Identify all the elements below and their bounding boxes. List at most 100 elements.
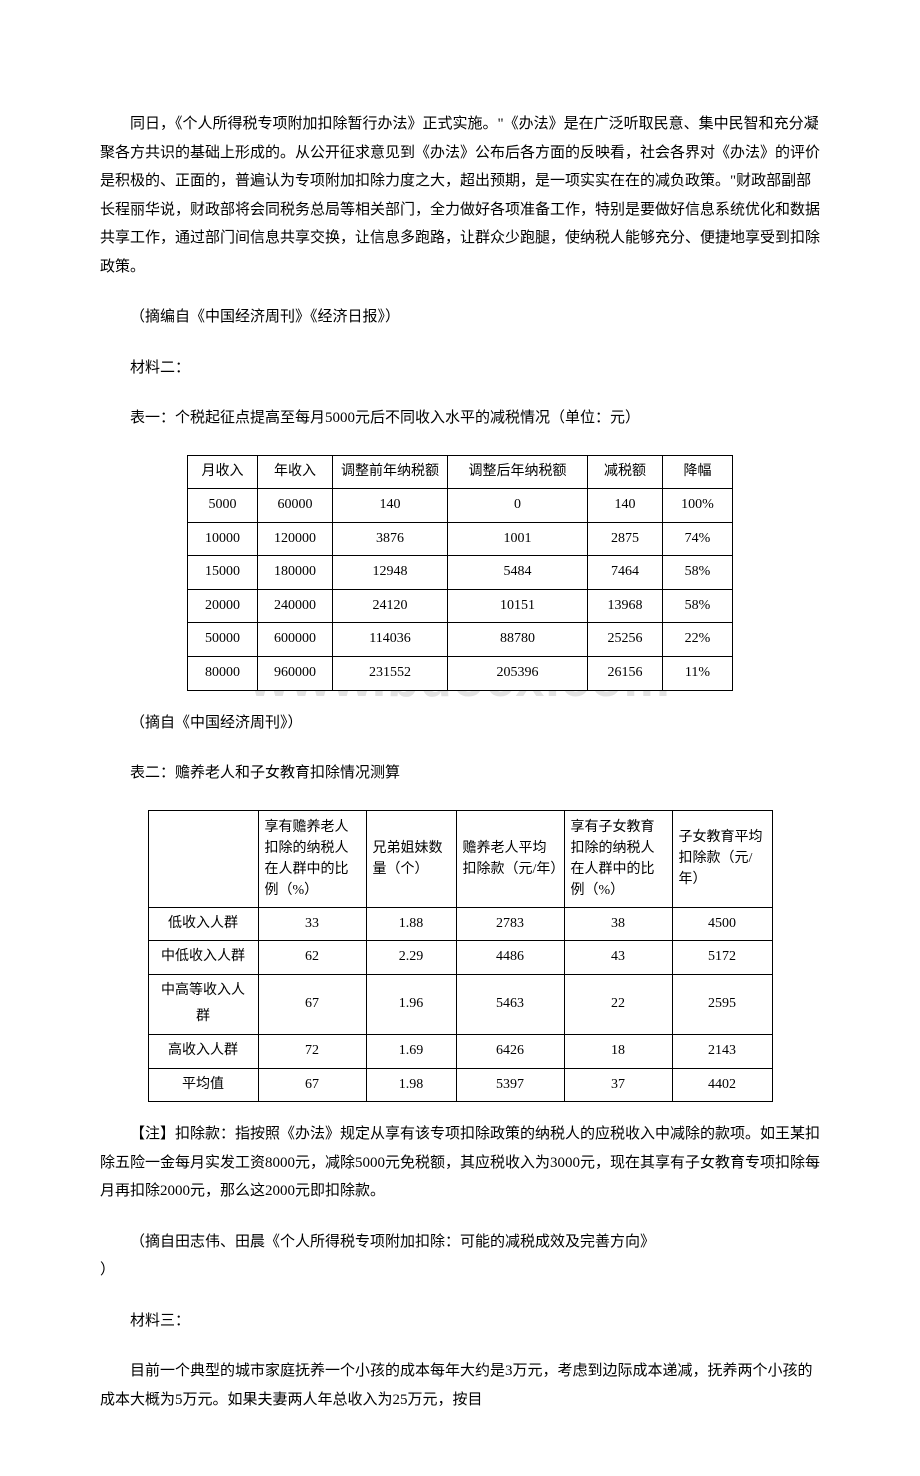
table1-cell: 240000 (258, 589, 333, 623)
note-paragraph: 【注】扣除款：指按照《办法》规定从享有该专项扣除政策的纳税人的应税收入中减除的款… (100, 1120, 820, 1206)
material-3-label: 材料三： (100, 1307, 820, 1336)
tax-reduction-table: 月收入年收入调整前年纳税额调整后年纳税额减税额降幅500060000140014… (187, 455, 733, 691)
table2-cell: 4500 (672, 907, 772, 941)
table1-header-cell: 月收入 (188, 455, 258, 489)
material-2-label: 材料二： (100, 354, 820, 383)
table2-cell: 5463 (456, 974, 564, 1034)
table-1-caption: 表一：个税起征点提高至每月5000元后不同收入水平的减税情况（单位：元） (100, 404, 820, 433)
table2-header-cell: 赡养老人平均扣除款（元/年） (456, 810, 564, 907)
table-row: 平均值671.985397374402 (148, 1068, 772, 1102)
table1-cell: 600000 (258, 623, 333, 657)
table2-cell: 38 (564, 907, 672, 941)
table2-cell: 2.29 (366, 941, 456, 975)
table1-cell: 231552 (333, 657, 448, 691)
table-row: 5000600001400140100% (188, 489, 733, 523)
table2-header-cell: 子女教育平均扣除款（元/年） (672, 810, 772, 907)
table2-header-cell: 享有子女教育扣除的纳税人在人群中的比例（%） (564, 810, 672, 907)
table1-cell: 114036 (333, 623, 448, 657)
table1-cell: 80000 (188, 657, 258, 691)
table1-cell: 5484 (448, 556, 588, 590)
table2-cell: 1.88 (366, 907, 456, 941)
table-row: 2000024000024120101511396858% (188, 589, 733, 623)
table2-cell: 5172 (672, 941, 772, 975)
table1-cell: 10151 (448, 589, 588, 623)
table2-cell: 6426 (456, 1035, 564, 1069)
paragraph-1: 同日，《个人所得税专项附加扣除暂行办法》正式实施。"《办法》是在广泛听取民意、集… (100, 110, 820, 281)
table2-cell: 1.69 (366, 1035, 456, 1069)
table2-cell: 2783 (456, 907, 564, 941)
table2-header-cell (148, 810, 258, 907)
table2-cell: 33 (258, 907, 366, 941)
table1-cell: 20000 (188, 589, 258, 623)
table1-cell: 15000 (188, 556, 258, 590)
table1-cell: 1001 (448, 522, 588, 556)
table2-cell: 高收入人群 (148, 1035, 258, 1069)
table-row: 高收入人群721.696426182143 (148, 1035, 772, 1069)
table2-cell: 67 (258, 1068, 366, 1102)
table-row: 50000600000114036887802525622% (188, 623, 733, 657)
table2-cell: 67 (258, 974, 366, 1034)
table1-header-cell: 调整后年纳税额 (448, 455, 588, 489)
table1-cell: 13968 (588, 589, 663, 623)
table2-cell: 平均值 (148, 1068, 258, 1102)
table1-cell: 140 (588, 489, 663, 523)
table1-cell: 2875 (588, 522, 663, 556)
table2-cell: 22 (564, 974, 672, 1034)
table1-cell: 120000 (258, 522, 333, 556)
deduction-calculation-table: 享有赡养老人扣除的纳税人在人群中的比例（%）兄弟姐妹数量（个）赡养老人平均扣除款… (148, 810, 773, 1103)
table2-cell: 4486 (456, 941, 564, 975)
table1-cell: 74% (663, 522, 733, 556)
table2-cell: 62 (258, 941, 366, 975)
table-2-caption: 表二：赡养老人和子女教育扣除情况测算 (100, 759, 820, 788)
table1-cell: 205396 (448, 657, 588, 691)
table2-cell: 1.96 (366, 974, 456, 1034)
table2-cell: 1.98 (366, 1068, 456, 1102)
table-row: 中低收入人群622.294486435172 (148, 941, 772, 975)
source-citation-1: （摘编自《中国经济周刊》《经济日报》） (100, 303, 820, 332)
table1-cell: 58% (663, 589, 733, 623)
table2-cell: 低收入人群 (148, 907, 258, 941)
table1-header-cell: 年收入 (258, 455, 333, 489)
table1-cell: 26156 (588, 657, 663, 691)
source-citation-3-a: （摘自田志伟、田晨《个人所得税专项附加扣除：可能的减税成效及完善方向》 (100, 1228, 820, 1257)
table1-cell: 50000 (188, 623, 258, 657)
table1-cell: 12948 (333, 556, 448, 590)
table1-cell: 22% (663, 623, 733, 657)
table2-cell: 中低收入人群 (148, 941, 258, 975)
source-citation-2: （摘自《中国经济周刊》） (100, 709, 820, 738)
table1-cell: 100% (663, 489, 733, 523)
table2-header-cell: 享有赡养老人扣除的纳税人在人群中的比例（%） (258, 810, 366, 907)
table2-cell: 18 (564, 1035, 672, 1069)
table1-header-cell: 调整前年纳税额 (333, 455, 448, 489)
table2-cell: 2143 (672, 1035, 772, 1069)
table1-header-cell: 减税额 (588, 455, 663, 489)
table1-cell: 7464 (588, 556, 663, 590)
table-row: 800009600002315522053962615611% (188, 657, 733, 691)
table1-cell: 5000 (188, 489, 258, 523)
table2-cell: 中高等收入人群 (148, 974, 258, 1034)
source-citation-3-b: ） (100, 1256, 820, 1285)
table-row: 中高等收入人群671.965463222595 (148, 974, 772, 1034)
table1-cell: 88780 (448, 623, 588, 657)
table-row: 1000012000038761001287574% (188, 522, 733, 556)
table1-cell: 24120 (333, 589, 448, 623)
table1-cell: 180000 (258, 556, 333, 590)
table2-cell: 2595 (672, 974, 772, 1034)
paragraph-3: 目前一个典型的城市家庭抚养一个小孩的成本每年大约是3万元，考虑到边际成本递减，抚… (100, 1357, 820, 1414)
table2-cell: 37 (564, 1068, 672, 1102)
table2-cell: 43 (564, 941, 672, 975)
table2-cell: 5397 (456, 1068, 564, 1102)
table1-cell: 3876 (333, 522, 448, 556)
table-row: 15000180000129485484746458% (188, 556, 733, 590)
table1-cell: 25256 (588, 623, 663, 657)
table1-cell: 10000 (188, 522, 258, 556)
table2-cell: 72 (258, 1035, 366, 1069)
table2-header-cell: 兄弟姐妹数量（个） (366, 810, 456, 907)
table1-cell: 11% (663, 657, 733, 691)
table-row: 低收入人群331.882783384500 (148, 907, 772, 941)
table1-cell: 140 (333, 489, 448, 523)
table2-cell: 4402 (672, 1068, 772, 1102)
table1-header-cell: 降幅 (663, 455, 733, 489)
table1-cell: 58% (663, 556, 733, 590)
table1-cell: 960000 (258, 657, 333, 691)
